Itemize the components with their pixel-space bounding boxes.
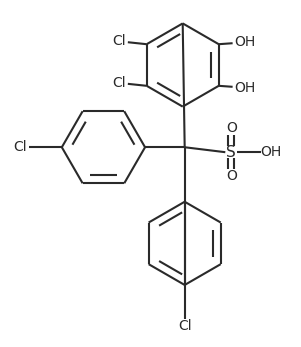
Text: O: O xyxy=(226,169,237,183)
Text: OH: OH xyxy=(234,35,255,49)
Text: OH: OH xyxy=(234,81,255,95)
Text: Cl: Cl xyxy=(14,140,27,154)
Text: Cl: Cl xyxy=(178,319,191,332)
Text: S: S xyxy=(226,145,236,160)
Text: O: O xyxy=(226,121,237,135)
Text: Cl: Cl xyxy=(112,76,126,90)
Text: Cl: Cl xyxy=(112,34,126,48)
Text: OH: OH xyxy=(260,145,281,159)
